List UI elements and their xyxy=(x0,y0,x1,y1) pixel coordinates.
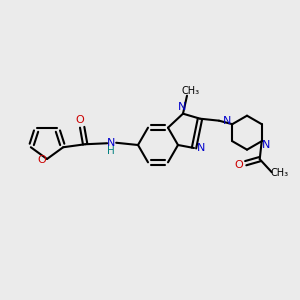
Text: O: O xyxy=(76,115,85,125)
Text: CH₃: CH₃ xyxy=(182,86,200,96)
Text: N: N xyxy=(262,140,270,150)
Text: N: N xyxy=(178,102,186,112)
Text: N: N xyxy=(197,143,205,153)
Text: CH₃: CH₃ xyxy=(271,168,289,178)
Text: N: N xyxy=(107,138,116,148)
Text: O: O xyxy=(38,155,46,165)
Text: N: N xyxy=(223,116,232,126)
Text: O: O xyxy=(234,160,243,170)
Text: H: H xyxy=(107,146,115,156)
